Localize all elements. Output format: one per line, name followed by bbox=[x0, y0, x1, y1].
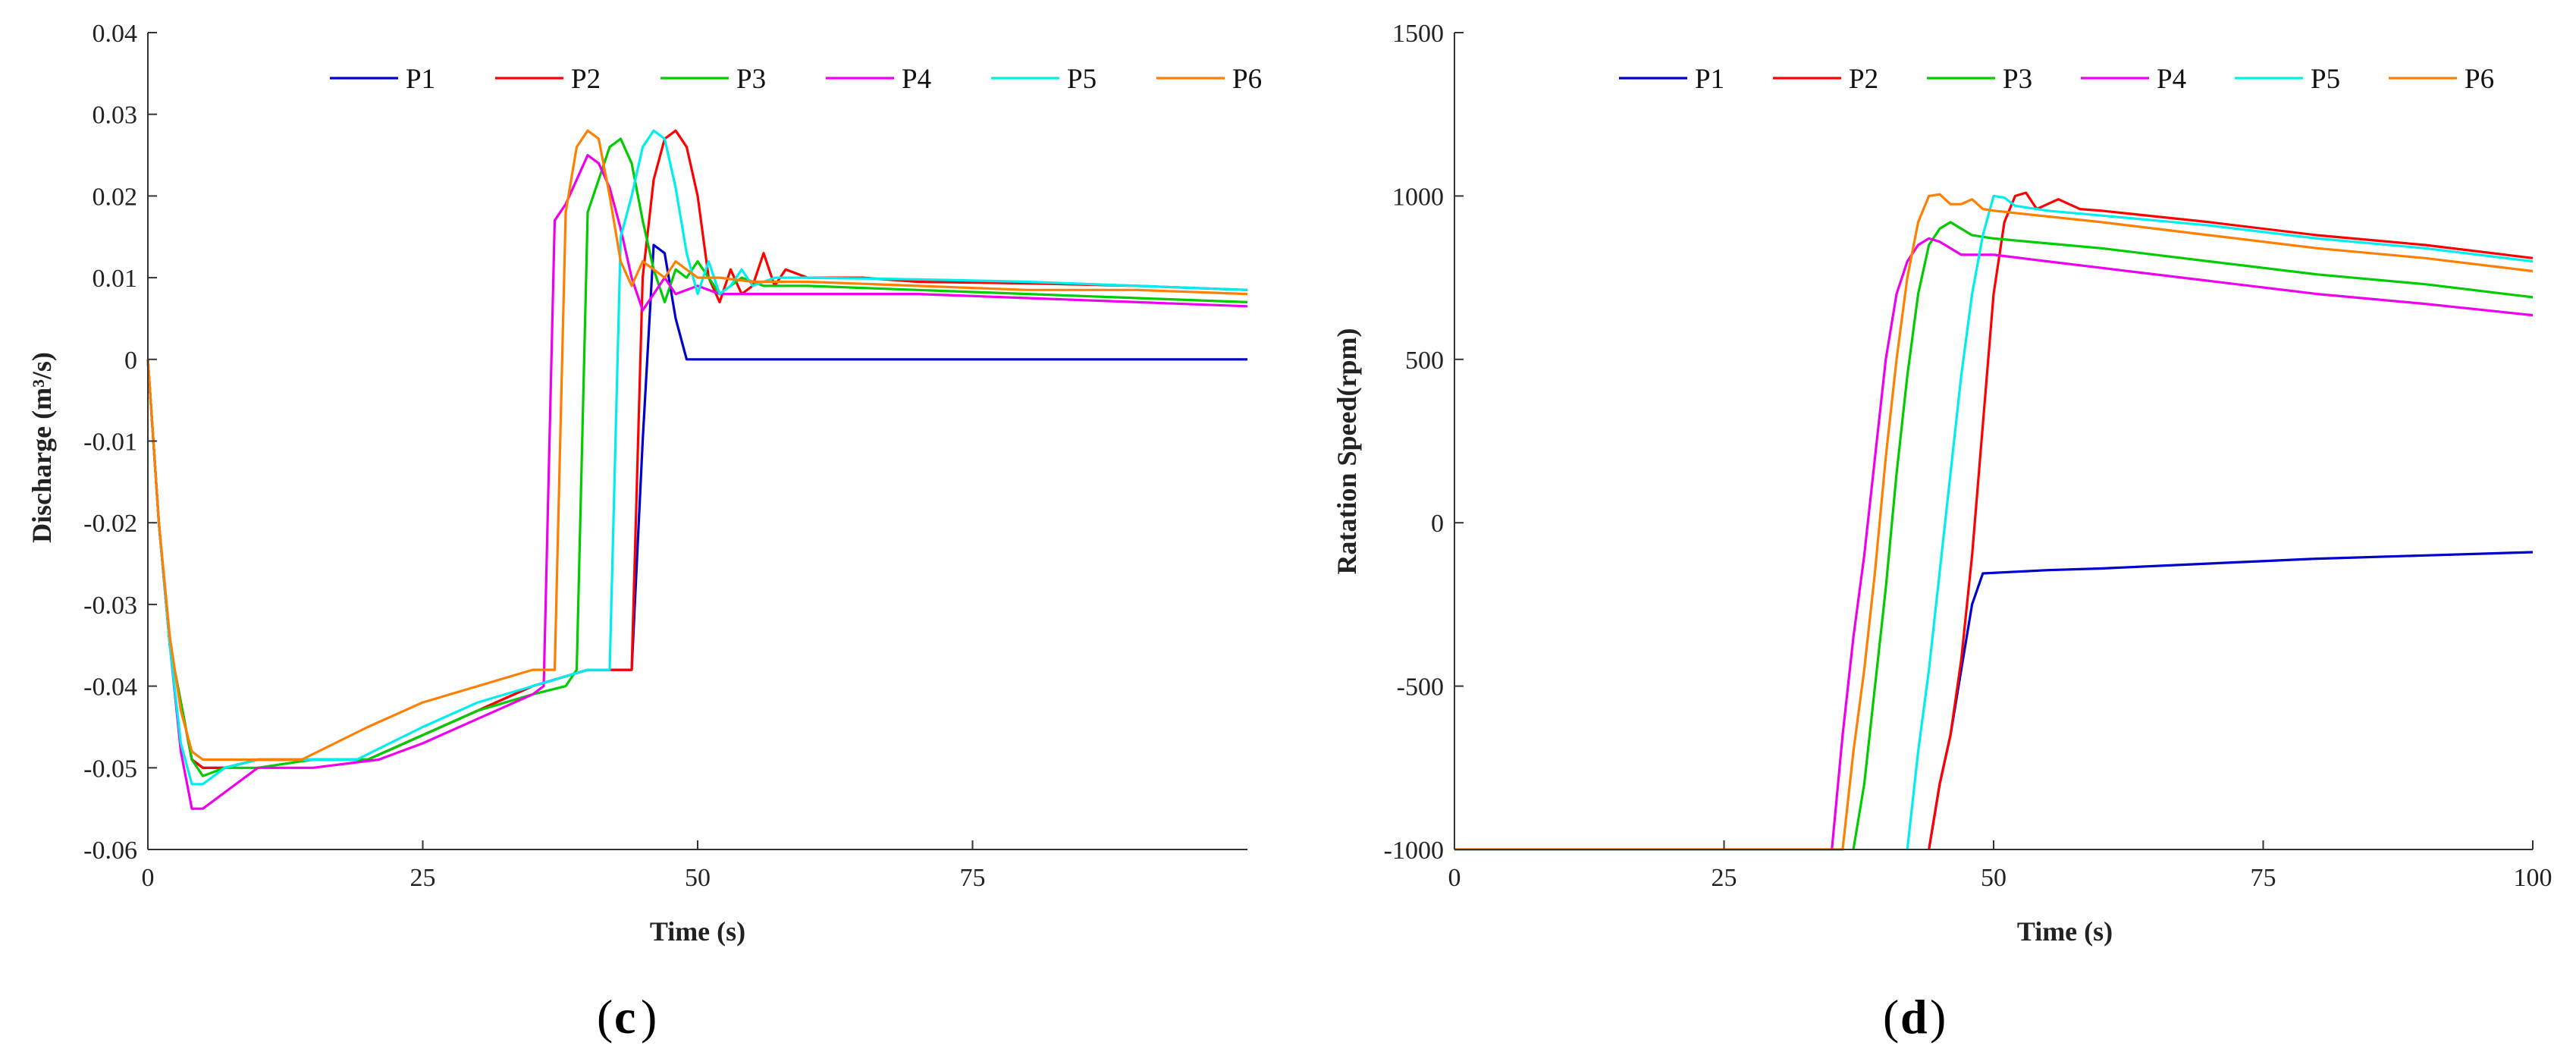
chart-d-x-tick-label: 100 bbox=[2514, 864, 2552, 892]
chart-c-series-p5 bbox=[146, 129, 1248, 786]
chart-d-series bbox=[1454, 191, 2534, 851]
chart-c-x-tick-label: 0 bbox=[142, 864, 155, 892]
chart-c-y-tick-label: 0.01 bbox=[93, 265, 138, 293]
chart-d-series-p4 bbox=[1831, 237, 2534, 850]
chart-c-x-tick-label: 50 bbox=[685, 864, 711, 892]
chart-c-y-tick-label: 0.03 bbox=[93, 102, 138, 130]
subcaption-c-letter: c bbox=[614, 990, 635, 1044]
chart-d-axes: -1000 -500 0 500 1000 1500 0 25 50 75 100 bbox=[1384, 20, 2552, 892]
chart-d-x-tick-label: 0 bbox=[1448, 864, 1461, 892]
chart-c-series-p4 bbox=[146, 154, 1248, 810]
chart-c-y-tick-label: 0.02 bbox=[93, 183, 138, 211]
chart-c-series-p2 bbox=[146, 129, 1248, 769]
chart-c-series-p6 bbox=[146, 129, 1248, 762]
subcaption-c: ( c ) bbox=[597, 990, 657, 1044]
chart-c-legend-label-p3: P3 bbox=[736, 64, 766, 95]
chart-c-legend-label-p5: P5 bbox=[1067, 64, 1097, 95]
svg-text:): ) bbox=[641, 990, 657, 1044]
chart-d-y-tick-label: -500 bbox=[1397, 674, 1444, 702]
chart-d-series-p5 bbox=[1906, 194, 2534, 850]
chart-c-y-tick-label: -0.03 bbox=[83, 592, 137, 620]
chart-c-y-tick-label: 0.04 bbox=[93, 20, 138, 48]
chart-c-legend-label-p6: P6 bbox=[1232, 64, 1262, 95]
chart-c-series-p1 bbox=[146, 243, 1247, 769]
chart-d-y-tick-label: 500 bbox=[1405, 347, 1444, 375]
chart-c-legend-label-p2: P2 bbox=[571, 64, 601, 95]
chart-c-y-tick-label: -0.04 bbox=[83, 674, 137, 702]
chart-d-x-tick-label: 25 bbox=[1712, 864, 1737, 892]
svg-text:(: ( bbox=[597, 990, 613, 1044]
chart-c-y-tick-label: 0 bbox=[124, 347, 137, 375]
chart-d-x-tick-label: 50 bbox=[1981, 864, 2007, 892]
chart-c-legend-label-p4: P4 bbox=[902, 64, 931, 95]
chart-d-legend: P1 P2 P3 P4 P5 P6 bbox=[1619, 64, 2494, 95]
chart-c-legend-label-p1: P1 bbox=[406, 64, 435, 95]
chart-c-y-tick-label: -0.02 bbox=[83, 510, 137, 538]
chart-d-y-tick-label: 1500 bbox=[1392, 20, 1444, 48]
chart-c-xlabel: Time (s) bbox=[650, 916, 745, 947]
chart-d-x-tick-label: 75 bbox=[2251, 864, 2276, 892]
chart-d-y-tick-label: 1000 bbox=[1392, 183, 1444, 211]
chart-d-ylabel: Ratation Speed(rpm) bbox=[1332, 328, 1362, 575]
chart-d-legend-label-p2: P2 bbox=[1849, 64, 1878, 95]
chart-c-x-tick-label: 25 bbox=[410, 864, 436, 892]
chart-c-series bbox=[146, 129, 1248, 810]
chart-d: -1000 -500 0 500 1000 1500 0 25 50 75 100 P1 P2 P3 P4… bbox=[1332, 20, 2552, 947]
chart-d-legend-label-p4: P4 bbox=[2157, 64, 2186, 95]
chart-d-series-p3 bbox=[1852, 221, 2534, 850]
chart-c-x-tick-label: 75 bbox=[960, 864, 986, 892]
chart-d-y-tick-label: 0 bbox=[1431, 510, 1444, 538]
svg-text:(: ( bbox=[1883, 990, 1899, 1044]
chart-d-y-tick-label: -1000 bbox=[1384, 837, 1444, 865]
chart-d-series-p1 bbox=[1928, 551, 2534, 850]
subcaption-d: ( d ) bbox=[1883, 990, 1946, 1044]
chart-d-legend-label-p5: P5 bbox=[2311, 64, 2340, 95]
subcaption-d-letter: d bbox=[1900, 990, 1928, 1044]
chart-c-y-tick-label: -0.05 bbox=[83, 755, 137, 783]
chart-c-axes: -0.06 -0.05 -0.04 -0.03 -0.02 -0.01 0 0.01 0.02 0… bbox=[83, 20, 1247, 892]
chart-c-y-tick-label: -0.01 bbox=[83, 429, 137, 457]
chart-d-legend-label-p1: P1 bbox=[1695, 64, 1724, 95]
chart-c-y-tick-label: -0.06 bbox=[83, 837, 137, 865]
chart-d-series-p2 bbox=[1928, 191, 2534, 850]
chart-d-xlabel: Time (s) bbox=[2017, 916, 2113, 947]
chart-c-legend: P1 P2 P3 P4 P5 P6 bbox=[330, 64, 1262, 95]
svg-text:): ) bbox=[1930, 990, 1946, 1044]
chart-c-ylabel: Discharge (m³/s) bbox=[27, 352, 57, 543]
chart-c-series-p3 bbox=[146, 137, 1248, 777]
chart-d-legend-label-p6: P6 bbox=[2465, 64, 2494, 95]
chart-c: -0.06 -0.05 -0.04 -0.03 -0.02 -0.01 0 0.01 0.02 0… bbox=[27, 20, 1262, 947]
chart-d-legend-label-p3: P3 bbox=[2003, 64, 2032, 95]
chart-d-series-p6 bbox=[1454, 193, 2534, 851]
